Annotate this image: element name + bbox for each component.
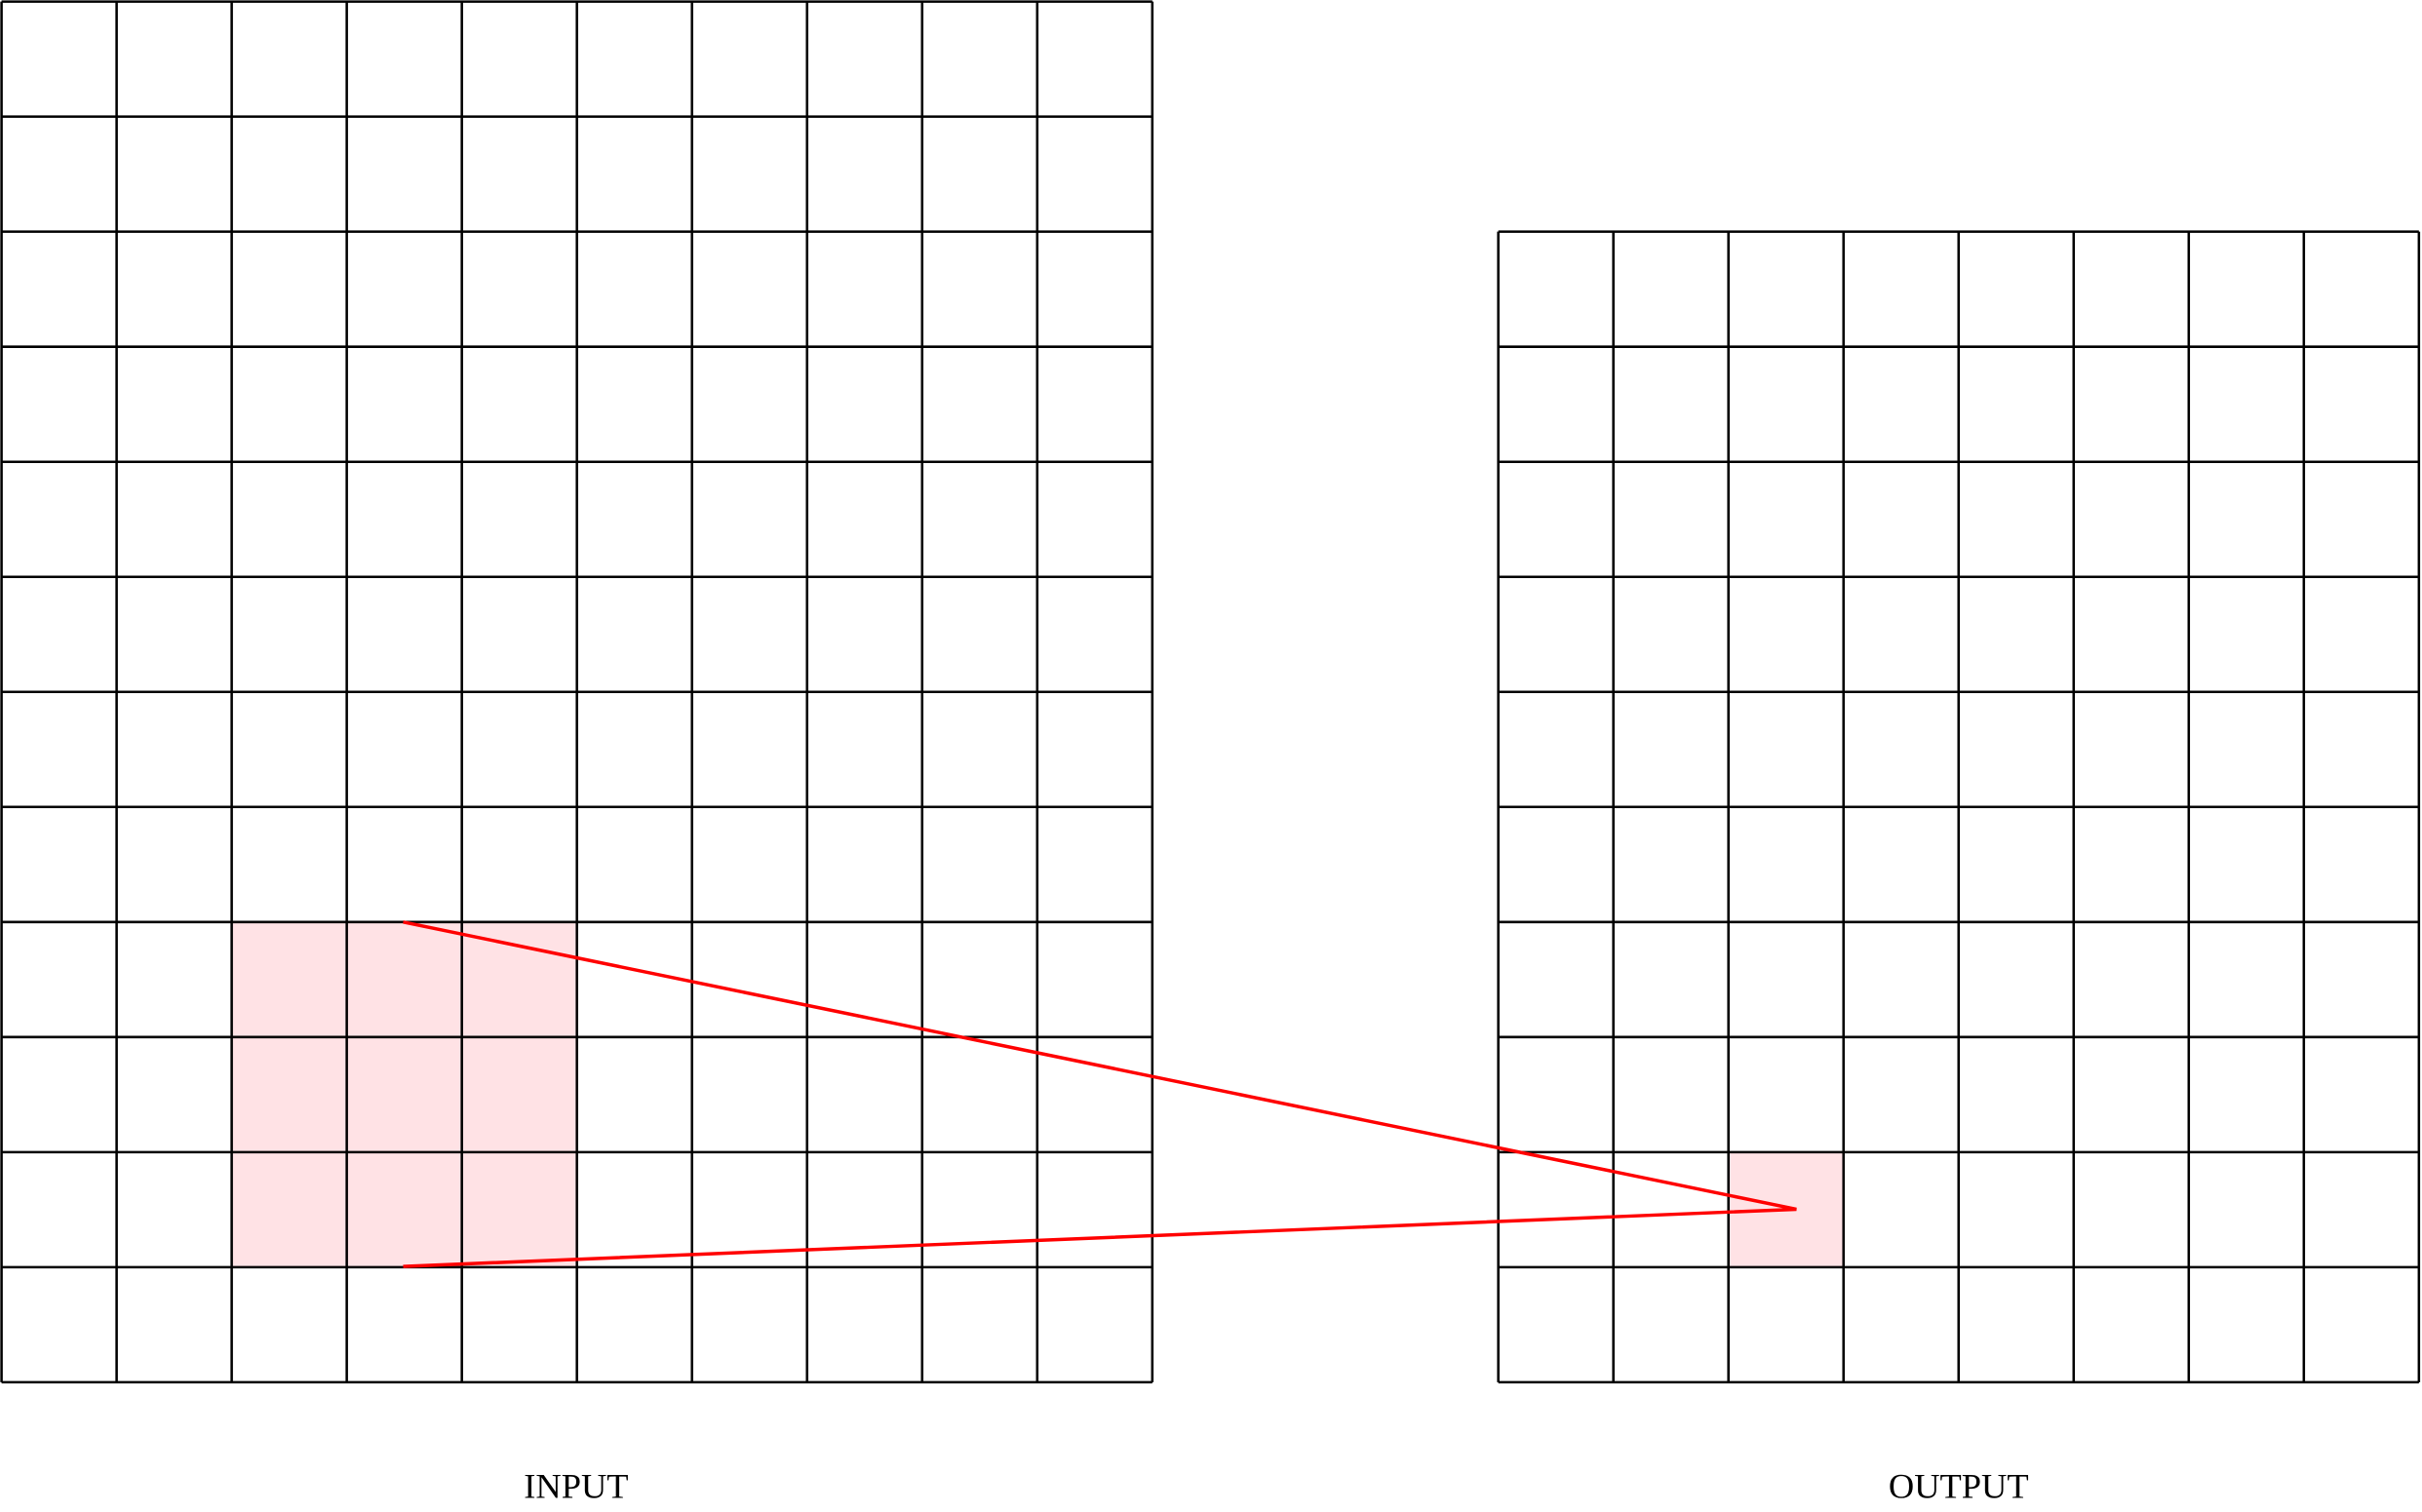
input-grid — [0, 0, 1154, 1384]
projection-lines — [403, 920, 1797, 1268]
input-label: INPUT — [524, 1467, 628, 1506]
output-label: OUTPUT — [1889, 1467, 2029, 1506]
output-grid — [1497, 230, 2421, 1384]
receptive-field — [231, 921, 577, 1267]
